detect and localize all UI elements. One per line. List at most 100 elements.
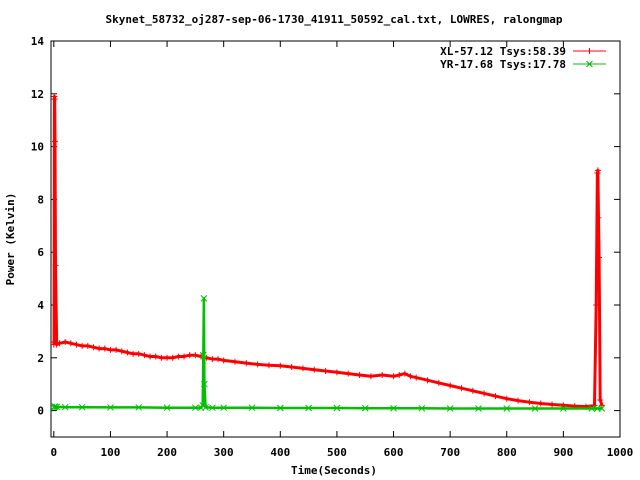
data-point: [469, 387, 476, 394]
data-point: [107, 404, 114, 411]
data-point: [248, 404, 256, 412]
legend-marker: [586, 48, 593, 54]
x-axis: 0 100 200 300 400 500 600 700 800 900 1000: [51, 41, 634, 459]
data-point: [424, 377, 431, 384]
data-point: [396, 371, 403, 378]
data-point: [560, 405, 567, 412]
data-point: [163, 404, 171, 412]
data-point: [277, 362, 284, 369]
data-point: [51, 96, 58, 103]
data-point: [52, 262, 59, 269]
data-point: [594, 170, 601, 176]
series-1: [51, 93, 605, 410]
data-point: [288, 364, 295, 371]
data-point: [67, 340, 74, 347]
data-point: [379, 371, 386, 378]
data-point: [537, 400, 544, 407]
data-point: [407, 373, 414, 380]
data-point: [418, 404, 426, 412]
y-axis: 0 2 4 6 8 10 12 14: [31, 35, 620, 418]
x-tick-label: 1000: [607, 446, 634, 459]
data-point: [73, 341, 80, 348]
y-tick-label: 8: [37, 193, 44, 206]
data-point: [158, 354, 165, 361]
data-point: [531, 405, 539, 412]
data-point: [164, 354, 171, 361]
data-point: [181, 353, 188, 360]
data-point: [481, 390, 488, 397]
legend-label: XL-57.12 Tsys:58.39: [440, 45, 566, 58]
data-point: [515, 397, 522, 404]
data-point: [588, 405, 596, 412]
x-tick-label: 200: [157, 446, 177, 459]
data-point: [135, 350, 142, 357]
data-point: [51, 138, 58, 145]
x-tick-label: 500: [327, 446, 347, 459]
data-point: [130, 350, 137, 357]
data-point: [254, 361, 261, 368]
data-point: [209, 404, 216, 412]
y-axis-label: Power (Kelvin): [4, 193, 17, 286]
data-point: [446, 405, 454, 412]
data-point: [186, 352, 193, 359]
data-point: [124, 349, 131, 356]
data-point: [53, 403, 61, 411]
data-point: [51, 403, 59, 410]
data-point: [84, 342, 91, 349]
data-point: [192, 352, 199, 359]
x-tick-label: 600: [384, 446, 404, 459]
x-tick-label: 800: [497, 446, 517, 459]
y-tick-label: 4: [37, 299, 44, 312]
data-point: [598, 405, 606, 412]
y-tick-label: 2: [37, 352, 44, 365]
data-point: [113, 346, 120, 353]
legend-label: YR-17.68 Tsys:17.78: [440, 58, 566, 71]
data-point: [199, 401, 207, 409]
data-point: [107, 346, 114, 353]
data-point: [458, 385, 465, 392]
data-point: [101, 345, 108, 352]
data-point: [141, 352, 148, 359]
data-point: [305, 404, 312, 412]
data-point: [243, 360, 250, 367]
data-point: [118, 348, 125, 355]
x-tick-label: 100: [101, 446, 121, 459]
data-point: [595, 214, 602, 221]
data-point: [147, 353, 154, 360]
data-point: [276, 404, 284, 412]
data-point: [135, 404, 143, 411]
data-point: [390, 404, 397, 412]
x-tick-label: 400: [270, 446, 290, 459]
data-point: [192, 404, 199, 412]
legend-marker: [586, 60, 593, 68]
data-point: [367, 373, 374, 380]
data-point: [356, 371, 363, 378]
data-point: [435, 379, 442, 386]
data-point: [597, 397, 604, 404]
data-point: [78, 403, 86, 411]
series-line: [52, 94, 604, 409]
data-point: [56, 340, 63, 347]
data-point: [215, 356, 222, 363]
data-point: [201, 380, 208, 388]
y-tick-label: 0: [37, 405, 44, 418]
x-axis-label: Time(Seconds): [291, 464, 377, 477]
data-point: [79, 342, 86, 349]
data-point: [361, 404, 369, 412]
data-point: [413, 374, 420, 381]
data-point: [503, 405, 511, 412]
data-point: [232, 358, 239, 365]
y-tick-label: 10: [31, 141, 44, 154]
x-tick-label: 900: [553, 446, 573, 459]
y-tick-label: 12: [31, 88, 44, 101]
series-layer: [51, 93, 606, 412]
data-point: [220, 404, 228, 412]
data-point: [299, 365, 306, 372]
data-point: [220, 357, 227, 364]
data-point: [209, 356, 216, 363]
data-point: [475, 405, 482, 412]
data-point: [503, 395, 510, 402]
data-point: [62, 338, 69, 345]
data-point: [549, 401, 556, 408]
